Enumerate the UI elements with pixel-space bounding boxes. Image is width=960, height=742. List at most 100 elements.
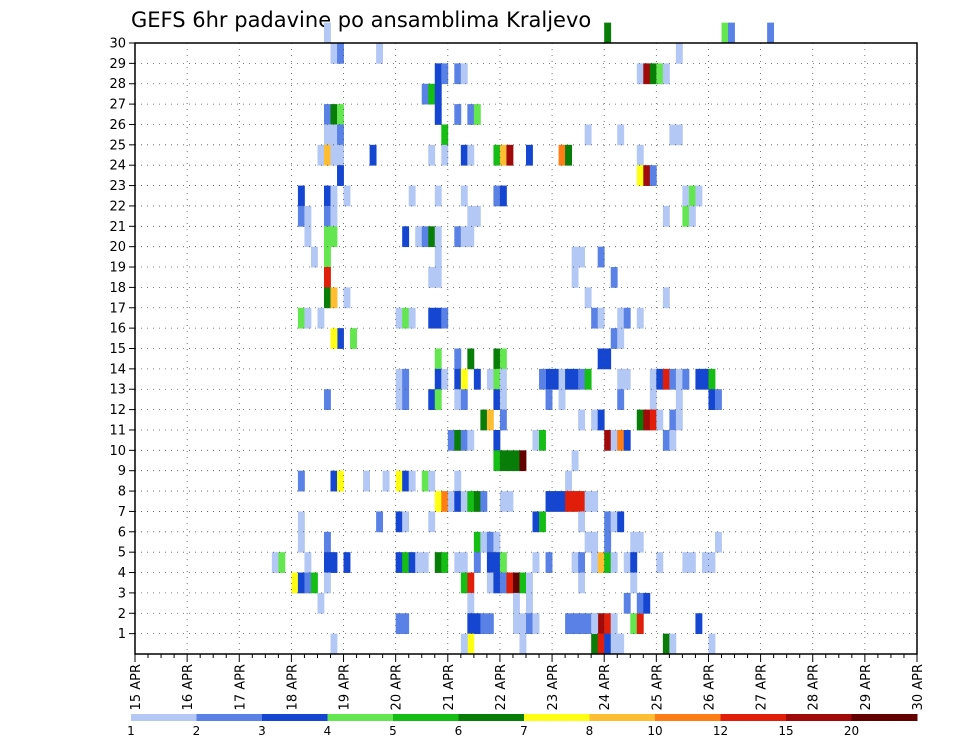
heatmap-cell [402,226,410,248]
legend-label: 3 [258,724,266,738]
heatmap-cell [623,592,631,614]
heatmap-cell [558,389,566,410]
legend-swatch [327,714,394,721]
heatmap-cell [493,368,501,390]
heatmap-cell [304,226,312,248]
heatmap-cell [662,429,670,451]
heatmap-cell [532,613,540,635]
heatmap-cell [617,429,625,451]
heatmap-cell [604,348,612,370]
heatmap-cell [499,348,507,370]
heatmap-cell [617,389,625,410]
heatmap-cell [421,552,429,573]
heatmap-cell [395,613,403,635]
heatmap-cell [623,307,631,329]
heatmap-cell [597,613,605,635]
heatmap-cell [473,205,481,227]
heatmap-cell [591,307,599,329]
heatmap-cell [714,389,722,410]
heatmap-cell [304,307,312,329]
heatmap-cell [486,531,494,553]
heatmap-cell [304,552,312,573]
heatmap-cell [636,144,644,166]
heatmap-cell [421,226,429,248]
y-tick-label: 3 [118,586,126,601]
heatmap-cell [486,368,494,390]
heatmap-cell [323,389,331,410]
heatmap-cell [480,531,488,553]
heatmap-cell [571,246,579,268]
heatmap-cell [512,592,520,614]
heatmap-cell [363,470,370,492]
heatmap-cell [330,43,338,64]
heatmap-cell [656,63,664,85]
heatmap-cell [539,511,546,533]
heatmap-cell [480,613,488,635]
heatmap-cell [330,124,338,146]
heatmap-cell [539,429,546,451]
y-tick-label: 6 [118,525,126,540]
heatmap-cell [623,429,631,451]
y-tick-label: 4 [118,566,126,581]
y-tick-label: 23 [109,179,126,194]
heatmap-cell [337,43,344,64]
legend-label: 15 [778,724,793,738]
heatmap-cell [493,572,501,594]
legend-label: 7 [520,724,528,738]
heatmap-cell [428,307,436,329]
heatmap-cell [688,205,696,227]
heatmap-cell [708,389,716,410]
heatmap-cell [330,470,338,492]
heatmap-cell [447,491,455,512]
heatmap-cell [402,552,410,573]
heatmap-cell [395,470,403,492]
heatmap-cell [467,633,475,655]
heatmap-cell [643,165,651,186]
legend-label: 8 [586,724,594,738]
heatmap-cell [323,287,331,309]
heatmap-cell [499,552,507,573]
heatmap-cell [291,572,299,594]
heatmap-cell [617,511,625,533]
heatmap-cell [460,144,468,166]
heatmap-cell [669,409,677,431]
heatmap-cell [578,246,586,268]
heatmap-cell [395,368,403,390]
heatmap-cell [610,429,618,451]
heatmap-cell [434,246,442,268]
heatmap-cell [578,613,586,635]
heatmap-cell [669,429,677,451]
heatmap-cell [473,104,481,125]
heatmap-cell [512,450,520,472]
heatmap-cell [591,613,599,635]
heatmap-cell [330,226,338,248]
heatmap-cell [323,22,331,44]
heatmap-cell [434,389,442,410]
heatmap-cell [467,429,475,451]
heatmap-cell [271,552,279,573]
heatmap-cell [493,429,501,451]
legend-label: 4 [324,724,332,738]
heatmap-cell [643,592,651,614]
heatmap-cell [317,592,325,614]
legend-swatch [393,714,459,721]
heatmap-cell [610,267,618,288]
heatmap-cell [330,328,338,349]
heatmap-cell [467,104,475,125]
heatmap-cell [591,491,599,512]
heatmap-cell [584,491,592,512]
heatmap-cell [649,165,657,186]
heatmap-cell [297,470,305,492]
heatmap-cell [552,491,559,512]
heatmap-cell [460,368,468,390]
heatmap-cell [610,328,618,349]
heatmap-cell [310,572,318,594]
heatmap-cell [323,572,331,594]
y-tick-label: 13 [109,383,126,398]
heatmap-cell [617,124,625,146]
legend-label: 5 [389,724,397,738]
heatmap-cell [610,552,618,573]
legend-label: 6 [455,724,463,738]
heatmap-cell [578,491,586,512]
